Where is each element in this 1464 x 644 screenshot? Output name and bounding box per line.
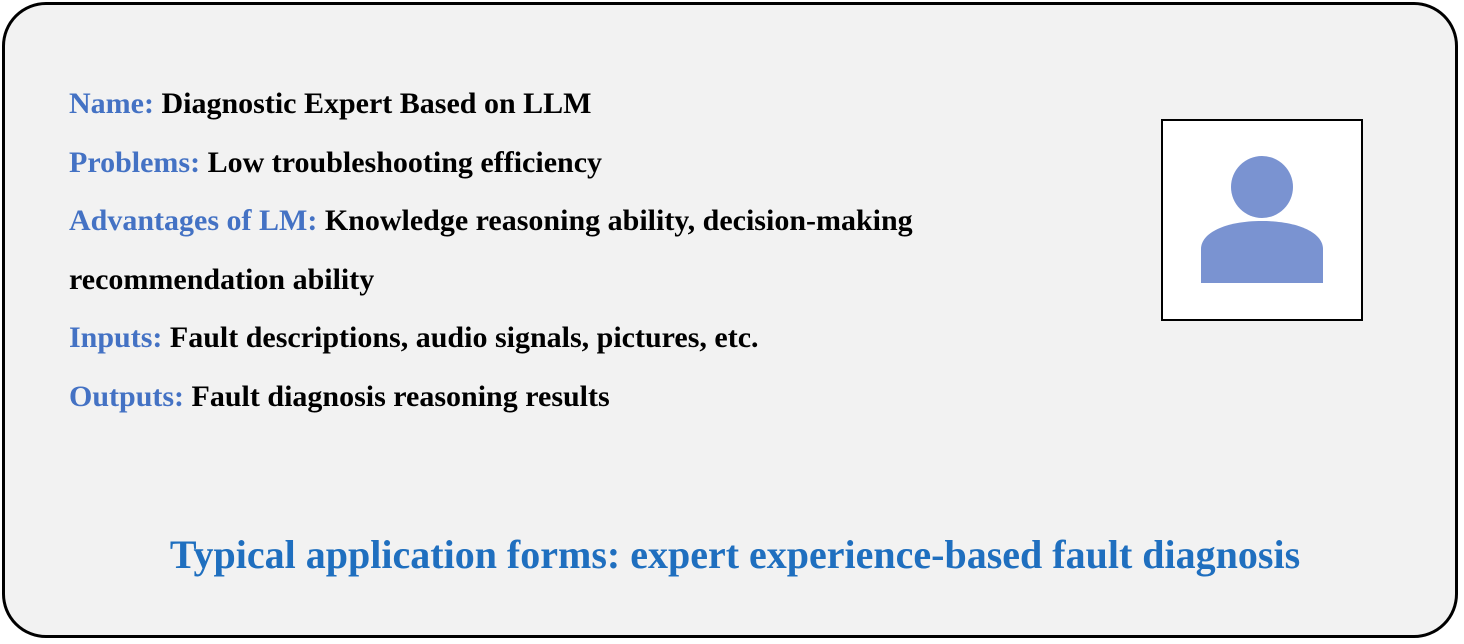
advantages-value: Knowledge reasoning ability, decision-ma… [324, 204, 913, 237]
name-label: Name: [69, 87, 154, 120]
advantages-value-cont: recommendation ability [69, 262, 375, 296]
card-info: Name: Diagnostic Expert Based on LLM Pro… [69, 75, 1079, 426]
outputs-line: Outputs: Fault diagnosis reasoning resul… [69, 368, 1079, 427]
problems-label: Problems: [69, 145, 201, 179]
name-line: Name: Diagnostic Expert Based on LLM [69, 75, 1079, 134]
inputs-value: Fault descriptions, audio signals, pictu… [169, 321, 759, 354]
outputs-label: Outputs: [69, 379, 185, 413]
user-avatar-icon [1201, 156, 1323, 283]
advantages-line-cont: recommendation ability [69, 251, 1079, 310]
avatar-body [1201, 221, 1323, 283]
name-value: Diagnostic Expert Based on LLM [161, 87, 592, 120]
typical-application-forms: Typical application forms: expert experi… [169, 532, 1301, 577]
advantages-label: Advantages of LM: [69, 204, 318, 237]
inputs-line: Inputs: Fault descriptions, audio signal… [69, 309, 1079, 368]
problems-line: Problems: Low troubleshooting efficiency [69, 134, 1079, 193]
advantages-line: Advantages of LM: Knowledge reasoning ab… [69, 192, 1079, 251]
avatar [1161, 119, 1363, 321]
avatar-head [1231, 156, 1293, 218]
problems-value: Low troubleshooting efficiency [207, 145, 603, 179]
outputs-value: Fault diagnosis reasoning results [191, 379, 610, 413]
inputs-label: Inputs: [69, 321, 163, 354]
